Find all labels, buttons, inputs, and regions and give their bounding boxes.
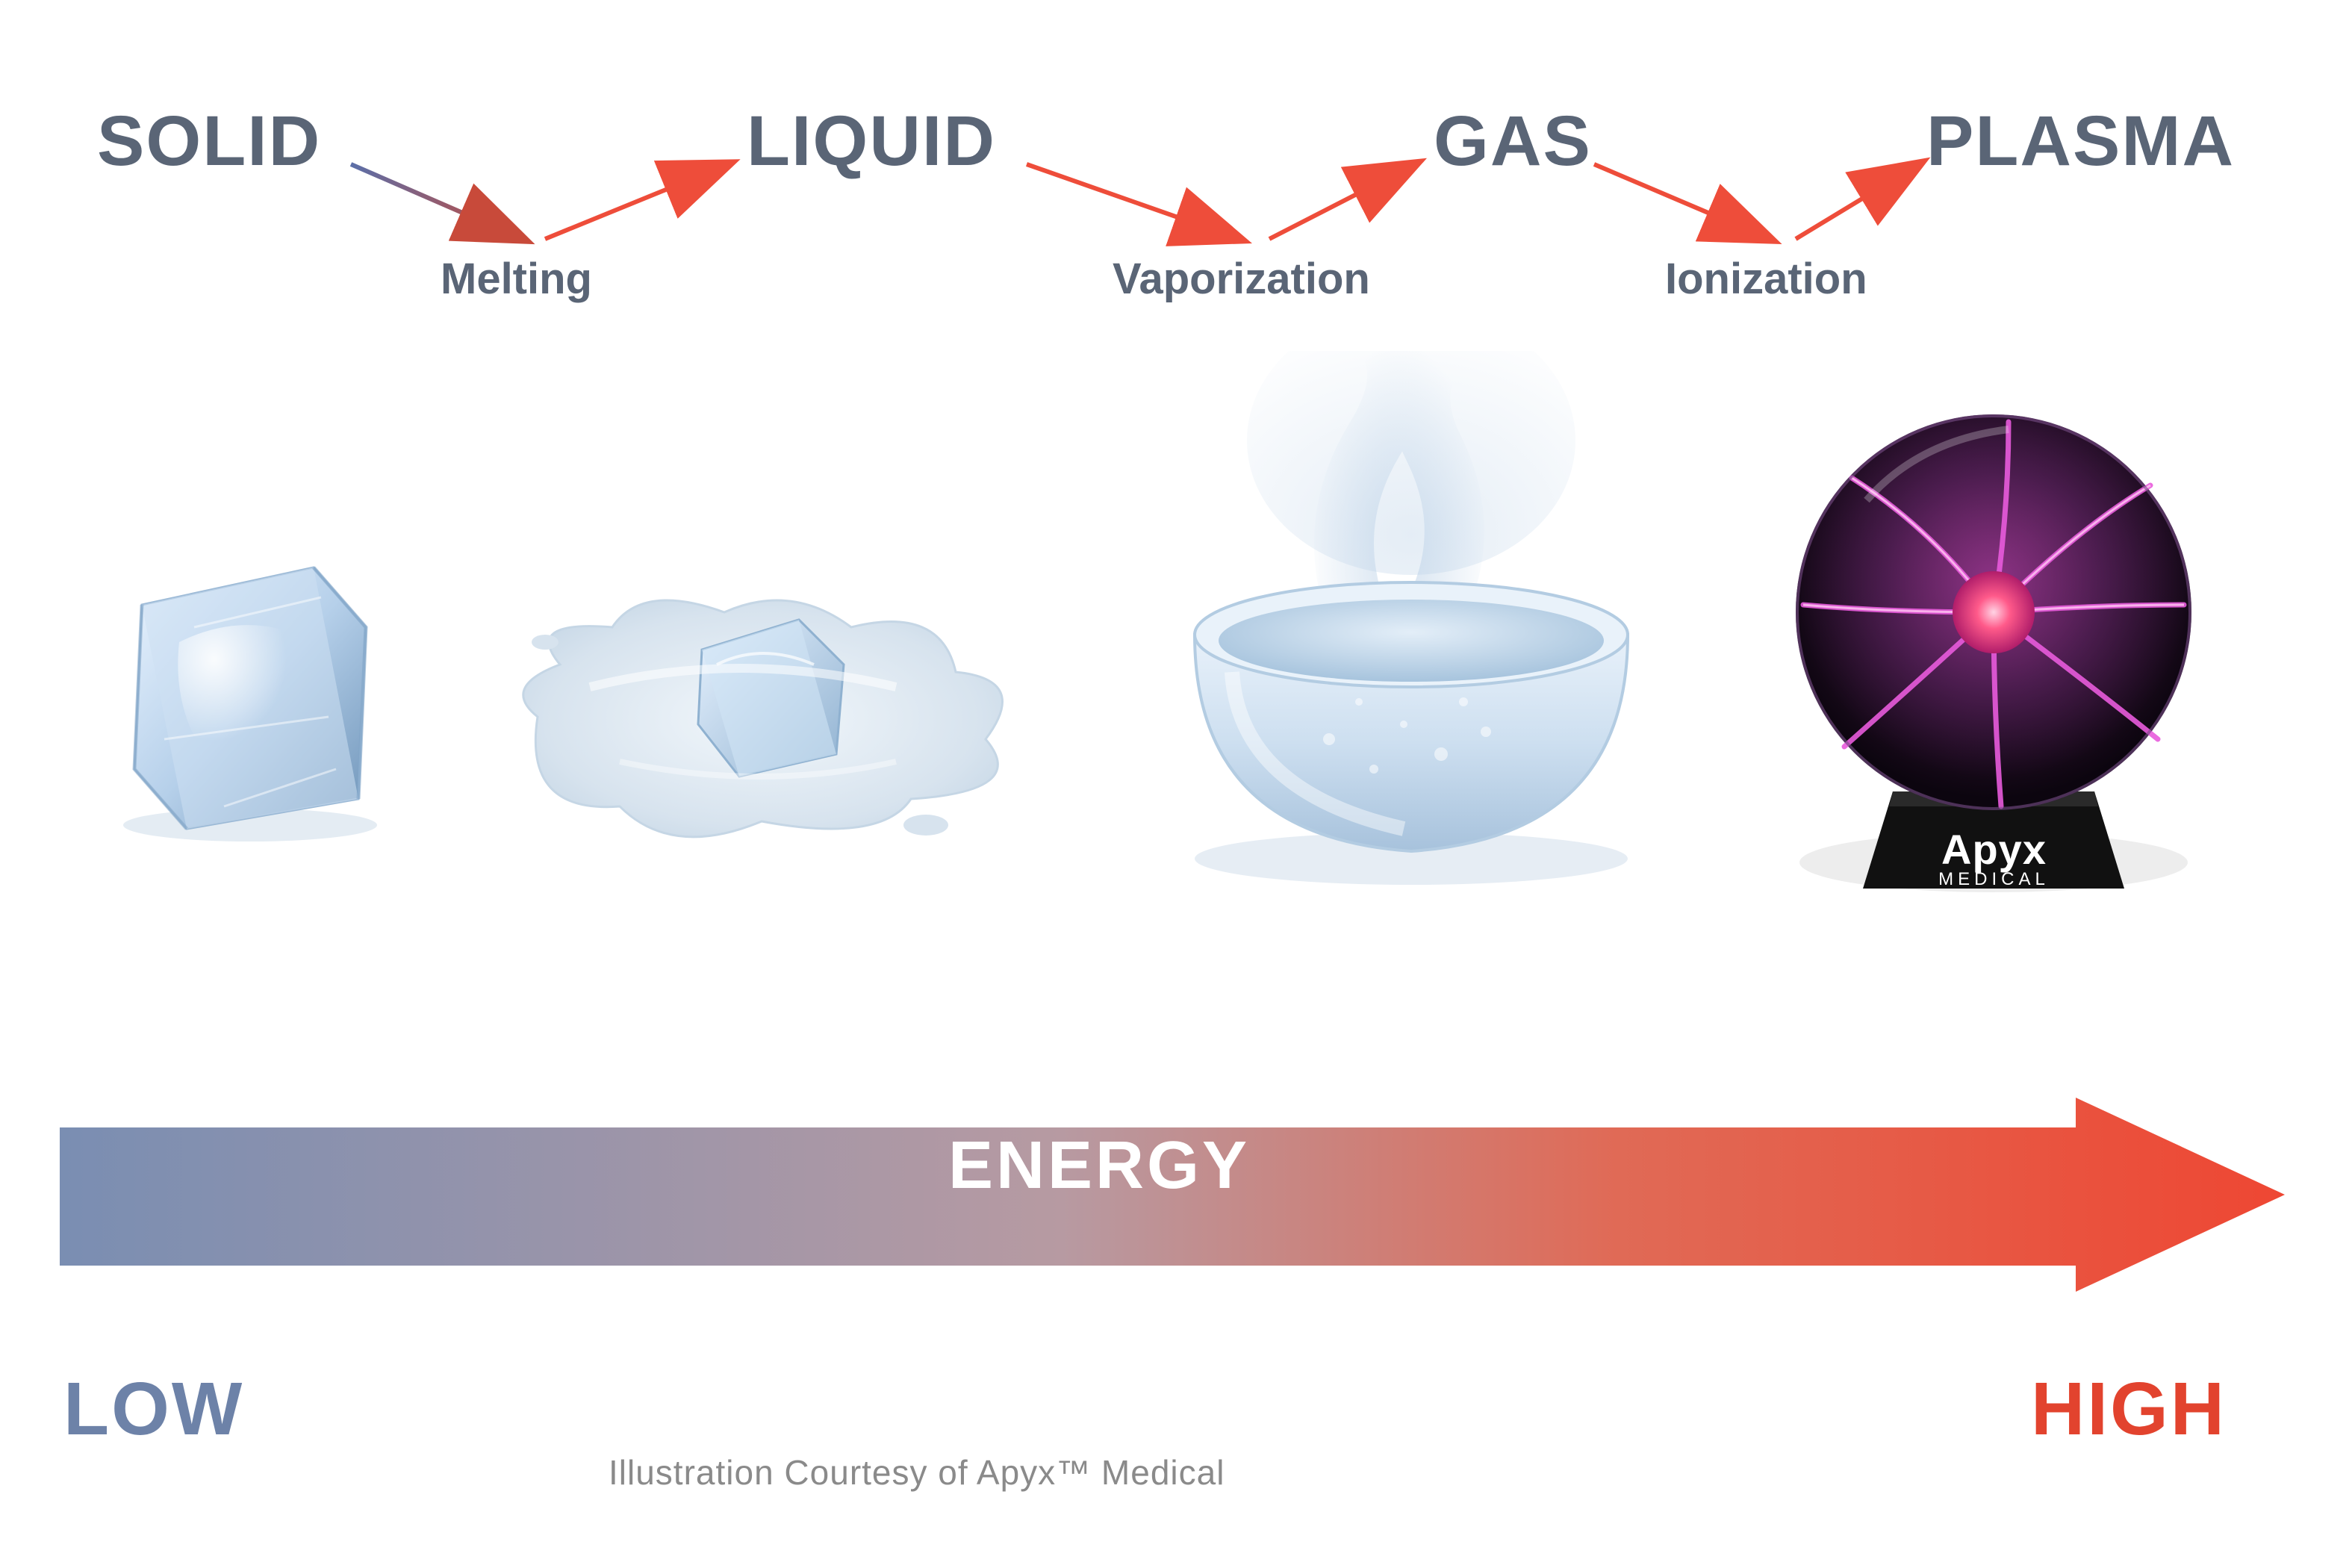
energy-label: ENERGY [948, 1127, 1250, 1204]
transition-ionization: Ionization [1665, 254, 1867, 304]
credit-text: Illustration Courtesy of Apyx™ Medical [609, 1452, 1225, 1493]
plasma-brand-main: Apyx [1910, 825, 2078, 874]
scale-low: LOW [63, 1366, 244, 1452]
transition-melting: Melting [441, 254, 592, 304]
transition-vaporization: Vaporization [1113, 254, 1370, 304]
illustration-gas-icon [1142, 351, 1680, 889]
plasma-brand-sub: MEDICAL [1910, 869, 2078, 890]
plasma-brand: Apyx MEDICAL [1910, 825, 2078, 890]
illustration-solid-icon [90, 523, 411, 844]
illustration-liquid-icon [478, 493, 1053, 866]
scale-high: HIGH [2031, 1366, 2227, 1452]
